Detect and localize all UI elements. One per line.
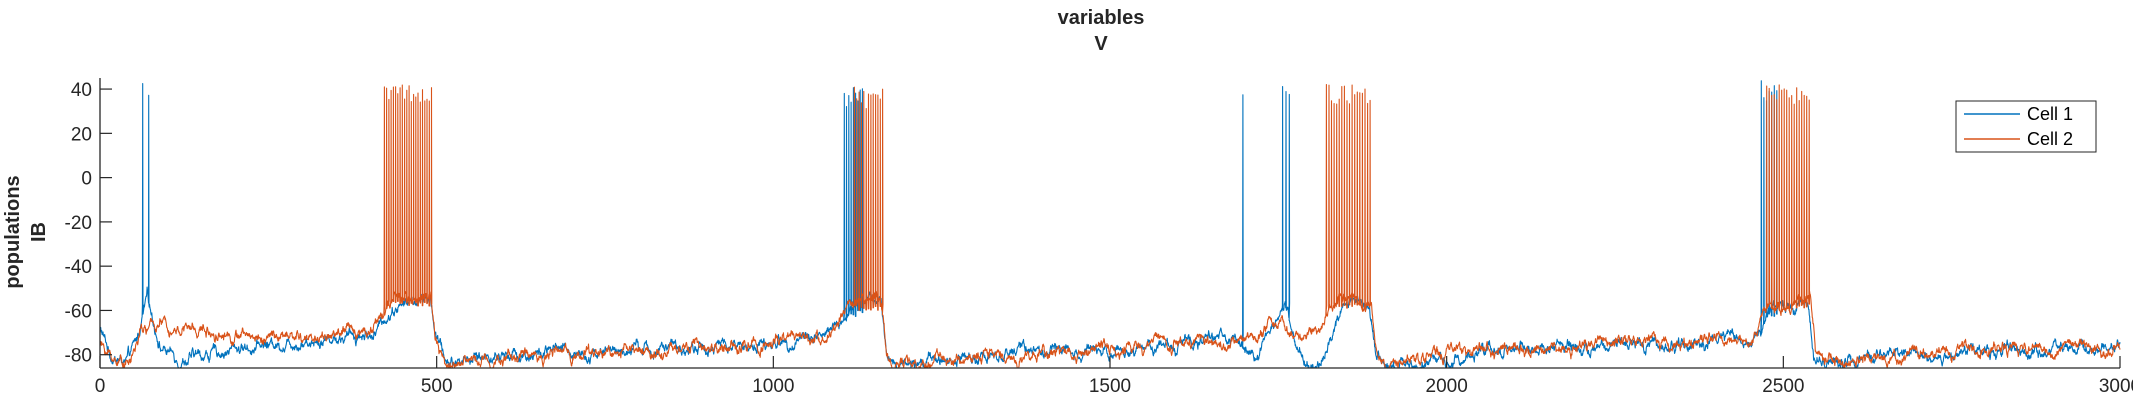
y-axis-label-line-2: IB	[28, 222, 50, 242]
x-tick-label-1500: 1500	[1089, 376, 1131, 397]
y-axis-label: populations IB	[2, 175, 50, 288]
y-tick-label-20: 20	[71, 124, 92, 145]
y-tick-label-0: 0	[81, 169, 92, 190]
x-tick-label-2500: 2500	[1762, 376, 1804, 397]
chart-title-line-1: variables	[1058, 7, 1145, 29]
y-axis-label-line-1: populations	[2, 175, 24, 288]
x-tick-label-3000: 3000	[2099, 376, 2133, 397]
plot-background	[100, 78, 2120, 368]
x-tick-label-1000: 1000	[752, 376, 794, 397]
chart-title: variables V	[1058, 7, 1145, 55]
y-tick-label--60: -60	[65, 301, 92, 322]
x-tick-label-500: 500	[421, 376, 453, 397]
y-tick-label--80: -80	[65, 346, 92, 367]
plot-area: 0 500 1000 1500 2000 2500 3000 -80 -60 -40 -20 0 20…	[65, 78, 2133, 397]
y-axis-ticks: -80 -60 -40 -20 0 20 40	[65, 80, 112, 367]
chart-title-line-2: V	[1094, 33, 1108, 55]
legend-label-cell-1: Cell 1	[2027, 104, 2073, 124]
x-axis-ticks: 0 500 1000 1500 2000 2500 3000	[95, 356, 2133, 397]
x-tick-label-0: 0	[95, 376, 106, 397]
y-tick-label-40: 40	[71, 80, 92, 101]
y-tick-label--40: -40	[65, 257, 92, 278]
y-tick-label--20: -20	[65, 213, 92, 234]
legend-label-cell-2: Cell 2	[2027, 129, 2073, 149]
legend-box	[1955, 100, 2097, 153]
legend[interactable]: Cell 1 Cell 2	[1955, 100, 2097, 153]
x-tick-label-2000: 2000	[1426, 376, 1468, 397]
series-line-cell-2	[99, 83, 2121, 369]
